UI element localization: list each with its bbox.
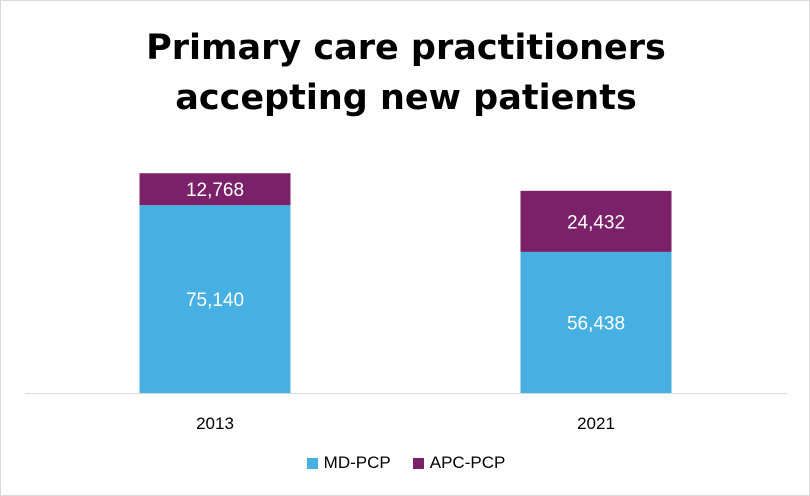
bar-apc-pcp-2021 [520, 190, 672, 252]
legend-swatch-apc-pcp [412, 457, 424, 469]
legend-item-apc-pcp: APC-PCP [412, 453, 506, 473]
legend-swatch-md-pcp [306, 457, 318, 469]
bar-apc-pcp-2013 [139, 173, 291, 206]
legend: MD-PCP APC-PCP [1, 453, 810, 473]
x-tick-label-2021: 2021 [577, 414, 615, 433]
data-label-md-pcp-2021: 56,438 [567, 313, 625, 334]
data-label-apc-pcp-2021: 24,432 [567, 212, 625, 233]
data-label-md-pcp-2013: 75,140 [186, 290, 244, 311]
legend-item-md-pcp: MD-PCP [306, 453, 391, 473]
bar-md-pcp-2013 [139, 205, 291, 393]
data-label-apc-pcp-2013: 12,768 [186, 180, 244, 201]
chart-title: Primary care practitioners accepting new… [146, 28, 666, 118]
legend-label-apc-pcp: APC-PCP [429, 453, 506, 472]
legend-label-md-pcp: MD-PCP [323, 453, 391, 472]
x-tick-label-2013: 2013 [196, 414, 234, 433]
bar-md-pcp-2021 [520, 251, 672, 393]
